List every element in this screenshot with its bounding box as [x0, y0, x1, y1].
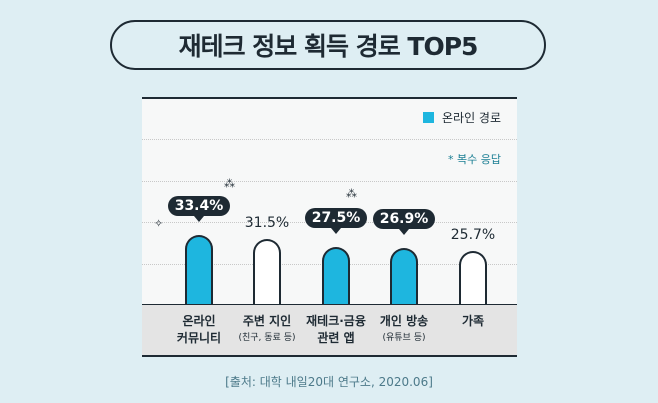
category-line: 주변 지인	[242, 314, 292, 328]
category-sub: (유튜브 등)	[382, 333, 426, 343]
data-label: 33.4%	[168, 195, 230, 222]
chart-title: 재테크 정보 획득 경로 TOP5	[110, 20, 546, 70]
sparkle-icon: ⁂	[346, 187, 357, 200]
title-text: 재테크 정보 획득 경로 TOP5	[178, 32, 479, 61]
category-line: 개인 방송	[379, 314, 429, 328]
category-line: 관련 앱	[317, 331, 355, 345]
legend-swatch	[422, 112, 434, 123]
category-line: 가족	[461, 314, 485, 328]
data-label: 25.7%	[450, 226, 496, 243]
category-line: 온라인	[182, 314, 216, 328]
bar-4	[390, 248, 418, 304]
legend-label: 온라인 경로	[441, 111, 501, 125]
category-label: 가족	[433, 313, 513, 330]
sparkle-icon: ⁂	[224, 177, 235, 190]
category-band	[142, 304, 517, 355]
legend: 온라인 경로	[422, 109, 501, 126]
gridline	[142, 139, 517, 140]
gridline	[142, 181, 517, 182]
category-line: 재테크·금융	[306, 314, 366, 328]
category-label: 개인 방송 (유튜브 등)	[364, 313, 444, 347]
category-line: 커뮤니티	[176, 331, 222, 345]
data-label: 31.5%	[244, 214, 290, 231]
source-text: [출처: 대학 내일20대 연구소, 2020.06]	[225, 375, 433, 389]
category-sub: (친구, 동료 등)	[238, 333, 296, 343]
bar-2	[253, 238, 281, 304]
bar-3	[322, 247, 350, 304]
bar-1	[185, 234, 213, 304]
category-label: 주변 지인 (친구, 동료 등)	[227, 313, 307, 347]
sparkle-icon: ✧	[154, 217, 164, 230]
bar-5	[459, 250, 487, 304]
data-label: 27.5%	[305, 208, 367, 235]
multiple-response-note: * 복수 응답	[448, 153, 501, 166]
data-label: 26.9%	[373, 209, 435, 236]
